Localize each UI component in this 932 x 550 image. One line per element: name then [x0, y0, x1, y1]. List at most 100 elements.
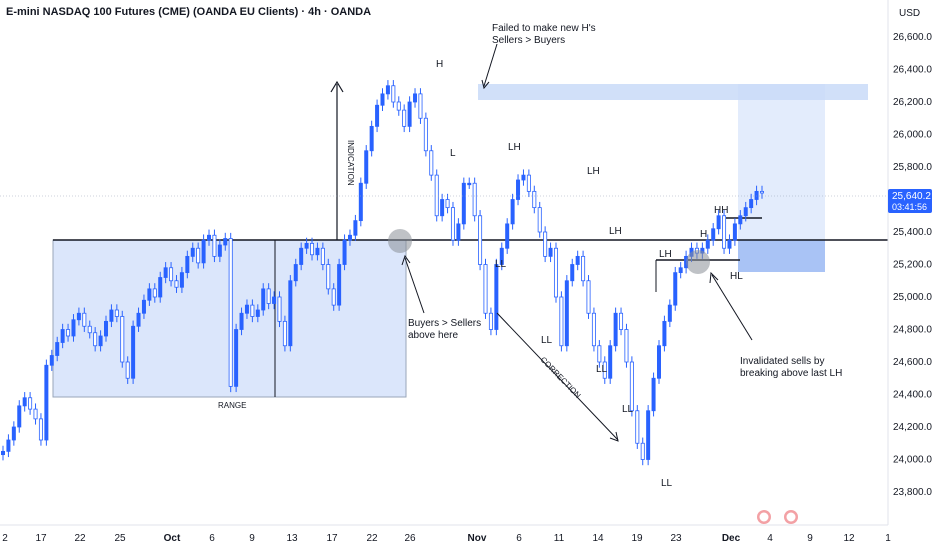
candle-body	[44, 364, 49, 441]
candle-body	[450, 207, 455, 241]
time-tick-label: 4	[767, 533, 773, 544]
candle-body	[244, 304, 249, 314]
candle-body	[743, 207, 748, 217]
candle-body	[727, 239, 732, 249]
candle-body	[673, 272, 678, 306]
candle-body	[109, 309, 114, 322]
label-hl: HL	[730, 271, 743, 282]
time-tick-label: 22	[74, 533, 86, 544]
candle-body	[445, 199, 450, 209]
correction-label: CORRECTION	[539, 355, 583, 400]
candle-body	[250, 304, 255, 317]
candle-body	[375, 104, 380, 127]
retest-circle	[686, 250, 710, 274]
candle-body	[212, 234, 217, 257]
candle-body	[456, 223, 461, 241]
candle-body	[369, 125, 374, 152]
candle-body	[526, 174, 531, 192]
candle-body	[141, 299, 146, 314]
time-tick-label: 17	[326, 533, 338, 544]
candle-body	[597, 345, 602, 363]
price-axis[interactable]: 23,800.0 24,000.0 24,200.0 24,400.0 24,600.0…	[893, 32, 932, 498]
candle-body	[342, 239, 347, 265]
candle-body	[385, 85, 390, 95]
candle-body	[179, 272, 184, 288]
time-tick-label: Dec	[722, 533, 741, 544]
candle-body	[662, 320, 667, 347]
candle-body	[635, 410, 640, 444]
buyers-arrow	[404, 257, 425, 314]
candle-body	[310, 242, 315, 256]
candle-body	[483, 264, 488, 314]
candle-body	[553, 247, 558, 298]
candle-body	[760, 190, 765, 194]
price-tick-label: 26,600.0	[893, 32, 932, 43]
time-tick-label: 25	[114, 533, 126, 544]
candle-body	[467, 182, 472, 186]
label-lh-3: LH	[609, 226, 622, 237]
time-tick-label: 9	[807, 533, 813, 544]
candle-body	[114, 309, 119, 317]
candles-group	[0, 80, 765, 466]
candle-body	[136, 312, 141, 327]
candle-body	[602, 361, 607, 379]
candle-body	[364, 150, 369, 184]
price-tick-label: 24,200.0	[893, 422, 932, 433]
candle-body	[749, 199, 754, 209]
candle-body	[494, 264, 499, 330]
candle-body	[207, 234, 212, 241]
time-axis[interactable]: 2 17 22 25 Oct 6 9 13 17 22 26 Nov 6 11 14 19 23 Dec 4 9 12 1	[2, 533, 891, 544]
time-tick-label: 9	[249, 533, 255, 544]
candle-body	[261, 288, 266, 311]
candle-body	[104, 320, 109, 337]
candle-body	[93, 332, 98, 347]
candle-body	[98, 335, 103, 347]
label-lh-1: LH	[508, 142, 521, 153]
candle-body	[228, 238, 233, 387]
candle-body	[163, 267, 168, 278]
candle-body	[711, 228, 716, 241]
candle-body	[282, 320, 287, 347]
candle-body	[499, 247, 504, 265]
candle-body	[255, 309, 260, 317]
candle-body	[472, 182, 477, 217]
label-h-right: H	[700, 229, 707, 240]
time-tick-label: 14	[592, 533, 604, 544]
candle-body	[548, 247, 553, 257]
candle-body	[17, 405, 22, 428]
candle-body	[223, 238, 228, 246]
label-buyers-1: Buyers > Sellers	[408, 318, 481, 329]
candle-body	[38, 418, 43, 441]
candle-body	[396, 101, 401, 111]
candle-body	[196, 247, 201, 264]
indication-label: INDICATION	[346, 140, 355, 186]
us-flag-event-inner-2	[786, 512, 796, 522]
candle-body	[608, 345, 613, 379]
candle-body	[66, 329, 71, 337]
candle-body	[152, 288, 157, 298]
supply-zone	[478, 84, 868, 100]
price-tick-label: 23,800.0	[893, 487, 932, 498]
candle-body	[629, 361, 634, 412]
candle-body	[705, 239, 710, 249]
us-flag-event-inner	[759, 512, 769, 522]
candle-body	[564, 280, 569, 347]
candle-body	[543, 231, 548, 257]
candle-body	[131, 325, 136, 379]
countdown-value: 03:41:56	[892, 202, 927, 212]
candle-body	[217, 244, 222, 257]
time-tick-label: 23	[670, 533, 682, 544]
label-ll-3: LL	[596, 364, 608, 375]
candle-body	[656, 345, 661, 379]
candle-body	[174, 280, 179, 288]
time-tick-label: 26	[404, 533, 416, 544]
label-ll-2: LL	[541, 335, 553, 346]
candle-body	[71, 319, 76, 337]
candle-body	[575, 255, 580, 265]
label-lh-2: LH	[587, 166, 600, 177]
current-price-badge	[888, 189, 932, 213]
candle-body	[353, 220, 358, 236]
candle-body	[434, 174, 439, 217]
candle-body	[358, 182, 363, 222]
